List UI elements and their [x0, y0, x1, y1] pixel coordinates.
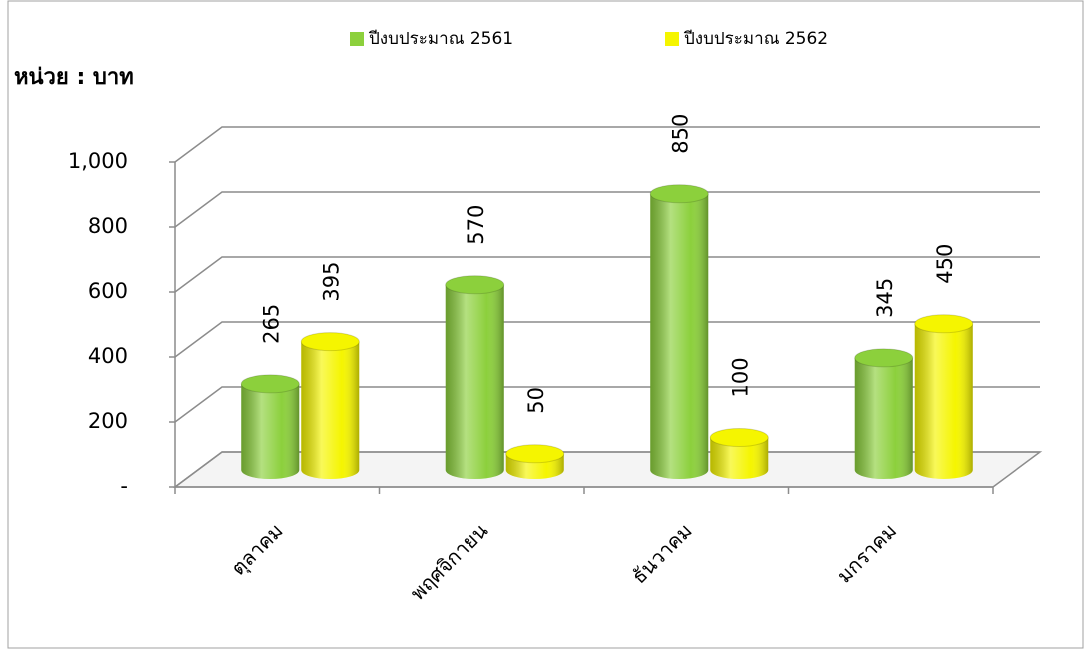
bar-top	[649, 184, 709, 204]
bar	[914, 314, 974, 479]
bar-top	[914, 314, 974, 334]
y-tick-label: 600	[88, 279, 128, 303]
legend-label: ปีงบประมาณ 2562	[683, 29, 828, 49]
frame	[7, 0, 1084, 649]
grid-line	[174, 256, 1040, 293]
x-tick-label: พฤศจิกายน	[406, 518, 493, 605]
grid-line	[174, 191, 1040, 228]
bar-shade	[650, 193, 709, 479]
data-label: 345	[873, 278, 897, 318]
bar-top	[445, 275, 505, 295]
grid-line	[174, 386, 1040, 423]
legend-label: ปีงบประมาณ 2561	[368, 29, 513, 49]
bar	[505, 444, 565, 479]
bar	[709, 428, 769, 479]
y-tick-label: -	[120, 474, 128, 498]
bar	[854, 348, 914, 479]
data-label: 100	[728, 357, 752, 397]
bar-shade	[914, 323, 973, 479]
legend-swatch	[665, 32, 679, 46]
bar-shade	[710, 437, 769, 479]
legend-swatch	[350, 32, 364, 46]
bar	[649, 184, 709, 479]
bar-top	[854, 348, 914, 368]
x-tick-label: ธันวาคม	[627, 518, 697, 588]
data-label: 265	[259, 304, 283, 344]
bar-top	[505, 444, 565, 464]
data-label: 395	[319, 262, 343, 302]
bar	[300, 332, 360, 479]
data-label: 50	[524, 387, 548, 414]
data-label: 570	[464, 205, 488, 245]
bar-top	[240, 374, 300, 394]
y-axis-label: หน่วย : บาท	[14, 65, 134, 90]
bar	[240, 374, 300, 479]
y-tick-label: 800	[88, 214, 128, 238]
bar-shade	[854, 357, 913, 479]
x-tick-label: ตุลาคม	[226, 518, 288, 580]
bar-top	[709, 428, 769, 447]
y-tick-label: 1,000	[68, 149, 128, 173]
data-label: 450	[933, 244, 957, 284]
bar-shade	[445, 284, 504, 479]
bar-shade	[301, 341, 360, 479]
bar-top	[300, 332, 360, 352]
data-label: 850	[668, 114, 692, 154]
bar-shade	[241, 383, 300, 479]
y-tick-label: 400	[88, 344, 128, 368]
grid-line	[174, 321, 1040, 358]
x-tick-label: มกราคม	[832, 518, 901, 587]
grid-line	[174, 126, 1040, 163]
bar	[445, 275, 505, 479]
y-tick-label: 200	[88, 409, 128, 433]
